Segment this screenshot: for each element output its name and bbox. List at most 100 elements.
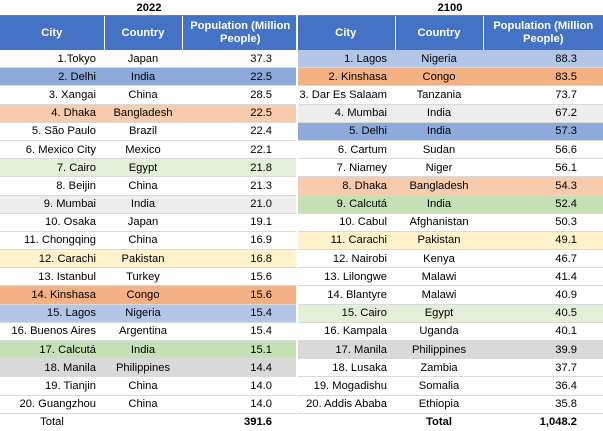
country-cell: Somalia [395,376,483,396]
population-cell: 14.4 [182,358,298,378]
city-cell: 12. Carachi [0,249,104,269]
city-cell: 20. Guangzhou [0,395,104,414]
population-cell: 88.3 [483,50,603,69]
country-cell: Philippines [104,358,182,378]
population-cell: 83.5 [483,67,603,87]
population-cell: 15.6 [182,285,298,305]
table-row: 16. Buenos Aires Argentina 15.4 [0,322,298,342]
city-cell: 15. Cairo [297,304,395,323]
population-cell: 15.1 [182,340,298,360]
table-divider [296,0,298,419]
country-cell: Uganda [395,322,483,342]
table-row: 12. Nairobi Kenya 46.7 [297,249,603,269]
city-cell: 19. Mogadishu [297,376,395,396]
header-city: City [297,15,395,50]
table-row: 6. Cartum Sudan 56.6 [297,140,603,160]
country-cell: China [104,231,182,251]
table-row: 19. Tianjin China 14.0 [0,376,298,396]
table-row: 17. Manila Philippines 39.9 [297,340,603,360]
country-cell: Kenya [395,249,483,269]
city-cell: 16. Kampala [297,322,395,342]
population-cell: 56.6 [483,140,603,160]
country-cell: Bangladesh [104,104,182,123]
population-cell: 15.4 [182,304,298,323]
table-row: 10. Cabul Afghanistan 50.3 [297,213,603,232]
population-cell: 22.1 [182,140,298,160]
table-row: 6. Mexico City Mexico 22.1 [0,140,298,160]
country-cell: Pakistan [395,231,483,251]
city-cell: 1. Lagos [297,50,395,69]
population-cell: 39.9 [483,340,603,360]
country-cell: Brazil [104,122,182,141]
country-cell: Egypt [395,304,483,323]
table-row: 13. Lilongwe Malawi 41.4 [297,267,603,287]
total-spacer [297,412,395,431]
country-cell: Japan [104,50,182,69]
country-cell: India [395,122,483,141]
city-cell: 8. Dhaka [297,176,395,196]
table-2100: 2100 City Country Population (Million Pe… [297,0,603,431]
country-cell: Zambia [395,358,483,378]
country-cell: Afghanistan [395,213,483,232]
table-row: 19. Mogadishu Somalia 36.4 [297,376,603,396]
table-row: 14. Kinshasa Congo 15.6 [0,285,298,305]
city-cell: 5. São Paulo [0,122,104,141]
country-cell: China [104,85,182,105]
header-population: Population (Million People) [482,15,603,50]
table-row: 7. Niamey Niger 56.1 [297,158,603,178]
population-cell: 22.4 [182,122,298,141]
city-cell: 13. Lilongwe [297,267,395,287]
city-cell: 5. Delhi [297,122,395,141]
city-cell: 1.Tokyo [0,50,104,69]
table-row: 1.Tokyo Japan 37.3 [0,50,298,69]
population-cell: 57.3 [483,122,603,141]
country-cell: Mexico [104,140,182,160]
country-cell: Argentina [104,322,182,342]
city-cell: 10. Osaka [0,213,104,232]
country-cell: China [104,176,182,196]
city-cell: 10. Cabul [297,213,395,232]
total-label: Total [395,412,483,431]
country-cell: India [104,67,182,87]
header-country: Country [103,15,182,50]
city-cell: 7. Cairo [0,158,104,178]
country-cell: Pakistan [104,249,182,269]
population-cell: 22.5 [182,104,298,123]
table-row: 16. Kampala Uganda 40.1 [297,322,603,342]
population-cell: 67.2 [483,104,603,123]
country-cell: India [104,195,182,214]
country-cell: Ethiopia [395,395,483,414]
population-cell: 73.7 [483,85,603,105]
city-cell: 12. Nairobi [297,249,395,269]
population-cell: 37.3 [182,50,298,69]
city-cell: 17. Manila [297,340,395,360]
population-cell: 21.3 [182,176,298,196]
table-row: 5. São Paulo Brazil 22.4 [0,122,298,141]
city-cell: 19. Tianjin [0,376,104,396]
population-cell: 40.5 [483,304,603,323]
table-row: 15. Cairo Egypt 40.5 [297,304,603,323]
population-cell: 40.1 [483,322,603,342]
city-cell: 9. Calcutá [297,195,395,214]
population-cell: 16.8 [182,249,298,269]
population-cell: 14.0 [182,376,298,396]
country-cell: Nigeria [395,50,483,69]
population-cell: 54.3 [483,176,603,196]
city-cell: 18. Manila [0,358,104,378]
table-row: 2. Delhi India 22.5 [0,67,298,87]
country-cell: Tanzania [395,85,483,105]
table-row: 20. Addis Ababa Ethiopia 35.8 [297,395,603,414]
table-row: 8. Dhaka Bangladesh 54.3 [297,176,603,196]
city-cell: 15. Lagos [0,304,104,323]
table-row: 18. Lusaka Zambia 37.7 [297,358,603,378]
table-row: 1. Lagos Nigeria 88.3 [297,50,603,69]
population-cell: 36.4 [483,376,603,396]
country-cell: India [395,195,483,214]
table-row: 13. Istanbul Turkey 15.6 [0,267,298,287]
country-cell: Congo [395,67,483,87]
total-label: Total [0,412,104,431]
table-row: 3. Dar Es Salaam Tanzania 73.7 [297,85,603,105]
total-value: 391.6 [182,412,298,431]
city-cell: 20. Addis Ababa [297,395,395,414]
